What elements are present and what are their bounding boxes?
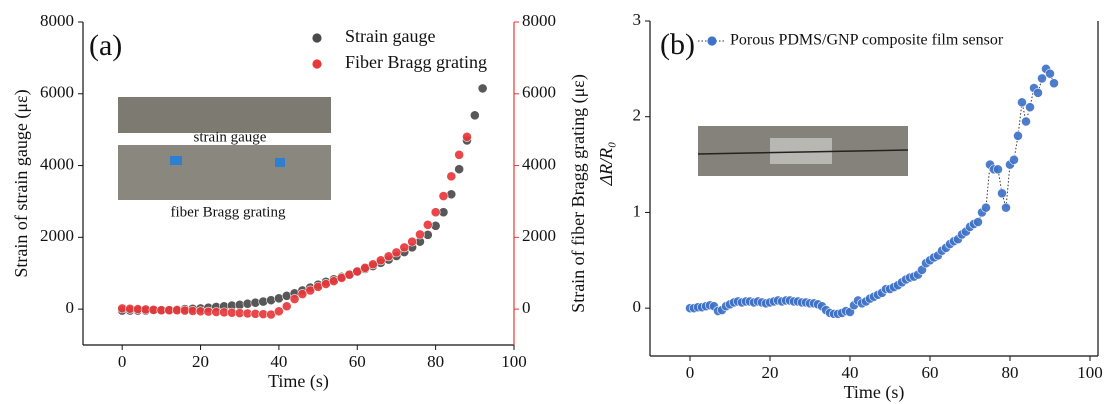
inset-detail: [697, 149, 909, 155]
point: [391, 247, 402, 258]
point: [1025, 102, 1035, 113]
y2-tick-label: 8000: [522, 11, 556, 30]
point: [477, 83, 488, 94]
x-axis-label: Time (s): [844, 382, 905, 403]
inset-detail: [275, 158, 285, 167]
point: [1001, 202, 1011, 213]
inset-detail: [170, 156, 182, 165]
y-tick-label: 1: [633, 201, 642, 220]
x-tick-label: 80: [1002, 363, 1019, 382]
inset-photo: [118, 145, 331, 200]
point: [454, 149, 465, 160]
x-tick-label: 20: [762, 363, 779, 382]
point: [415, 229, 425, 240]
point: [289, 294, 300, 304]
y-tick-label: 0: [633, 297, 642, 316]
y-tick-label: 2: [633, 106, 642, 125]
point: [1017, 97, 1027, 108]
point: [368, 259, 378, 270]
y2-tick-label: 0: [522, 298, 531, 317]
y-tick-label: 3: [633, 10, 642, 29]
point: [1033, 87, 1043, 98]
x-tick-label: 60: [349, 352, 366, 371]
point: [462, 131, 472, 142]
x-axis-label: Time (s): [268, 371, 329, 392]
y2-tick-label: 2000: [522, 226, 556, 245]
legend-marker: [707, 36, 717, 46]
point: [422, 219, 433, 230]
y-axis-label: Strain of strain gauge (με): [11, 89, 32, 277]
point: [993, 164, 1003, 175]
legend-label: Fiber Bragg grating: [345, 52, 487, 72]
x-tick-label: 0: [686, 363, 695, 382]
y2-tick-label: 6000: [522, 83, 556, 102]
legend-label: Strain gauge: [345, 26, 435, 46]
legend-marker: [312, 33, 322, 43]
point: [1045, 68, 1055, 79]
x-tick-label: 0: [118, 352, 127, 371]
x-tick-label: 100: [1077, 363, 1103, 382]
x-tick-label: 20: [192, 352, 209, 371]
y-tick-label: 4000: [40, 154, 74, 173]
x-tick-label: 100: [501, 352, 527, 371]
point: [383, 251, 394, 262]
point: [1009, 154, 1019, 165]
y-tick-label: 6000: [40, 83, 74, 102]
point: [981, 202, 991, 213]
legend-marker: [312, 59, 322, 69]
point: [281, 301, 292, 312]
inset-label: fiber Bragg grating: [171, 204, 286, 220]
point: [997, 188, 1007, 199]
point: [469, 110, 480, 121]
y2-axis-label: Strain of fiber Bragg grating (με): [568, 74, 589, 313]
legend-label: Porous PDMS/GNP composite film sensor: [730, 32, 1004, 49]
y-axis-label: ΔR/R₀: [596, 142, 616, 187]
point: [1021, 116, 1031, 127]
panel-label: (b): [660, 28, 695, 61]
point: [375, 255, 386, 266]
point: [399, 242, 410, 253]
y-tick-label: 0: [66, 298, 75, 317]
x-tick-label: 60: [922, 363, 939, 382]
y-tick-label: 8000: [40, 11, 74, 30]
point: [446, 171, 457, 182]
inset-label: strain gauge: [194, 129, 267, 145]
x-tick-label: 40: [842, 363, 859, 382]
point: [1013, 130, 1023, 141]
point: [438, 191, 449, 201]
point: [274, 306, 284, 317]
panel-label: (a): [89, 29, 122, 62]
point: [973, 217, 983, 227]
y2-tick-label: 4000: [522, 154, 556, 173]
point: [1049, 78, 1059, 89]
point: [430, 207, 441, 218]
y-tick-label: 2000: [40, 226, 74, 245]
x-tick-label: 80: [427, 352, 444, 371]
point: [454, 164, 465, 175]
x-tick-label: 40: [270, 352, 287, 371]
point: [1037, 73, 1047, 84]
inset-photo: [118, 97, 331, 133]
point: [407, 236, 418, 247]
